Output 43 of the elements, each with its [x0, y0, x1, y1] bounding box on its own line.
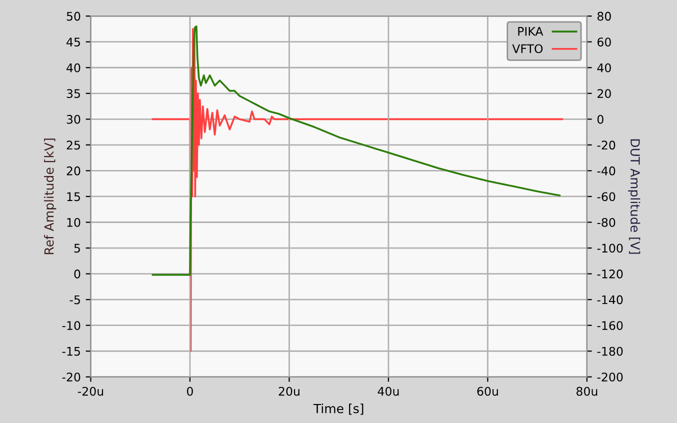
y-tick-label: 35	[66, 89, 80, 98]
y2-tick-label: 40	[597, 63, 611, 72]
x-tick-label: 80u	[576, 386, 598, 396]
legend-label: VFTO	[512, 44, 543, 54]
y2-tick-label: -200	[597, 372, 623, 382]
y2-tick-label: -160	[597, 321, 623, 330]
line-series	[152, 25, 561, 276]
y-tick-label: 45	[66, 38, 80, 46]
x-tick-label: 40u	[378, 386, 399, 396]
y-axis-title: Ref Amplitude [kV]	[44, 138, 56, 254]
y-tick-label: 20	[66, 166, 80, 176]
y-tick-label: 40	[66, 63, 80, 72]
x-tick-label: -20u	[78, 386, 104, 396]
y-tick-label: -10	[62, 321, 80, 330]
y-tick-label: 15	[67, 192, 80, 202]
y2-tick-label: -60	[597, 192, 616, 202]
y2-tick-label: -80	[597, 218, 616, 227]
y-tick-label: 10	[67, 218, 80, 227]
y-tick-label: 5	[74, 244, 80, 253]
y-tick-label: -5	[70, 295, 80, 304]
y2-tick-label: 20	[598, 89, 611, 98]
y2-tick-label: 60	[598, 38, 611, 46]
line-series	[152, 28, 564, 352]
legend-label: PIKA	[518, 27, 544, 36]
x-tick-label: 60u	[477, 386, 498, 396]
y-tick-label: 50	[66, 12, 80, 21]
y2-tick-label: 0	[597, 114, 604, 124]
y2-axis-title: DUT Amplitude [V]	[628, 139, 640, 254]
y-tick-label: -15	[62, 347, 80, 356]
y2-tick-label: -40	[597, 166, 616, 176]
x-tick-label: 20u	[278, 386, 300, 396]
y2-tick-label: 80	[597, 12, 611, 21]
y-tick-label: -20	[62, 372, 80, 382]
y2-tick-label: -140	[597, 295, 623, 304]
y2-tick-label: -100	[597, 244, 623, 253]
y-tick-label: 0	[74, 270, 80, 278]
y2-tick-label: -180	[597, 346, 623, 356]
y2-tick-label: -20	[597, 140, 616, 150]
x-tick-label: 0	[186, 386, 193, 396]
x-axis-title: Time [s]	[313, 404, 364, 415]
y-tick-label: 30	[66, 114, 80, 124]
y-tick-label: 25	[66, 140, 80, 150]
y2-tick-label: -120	[597, 270, 623, 278]
